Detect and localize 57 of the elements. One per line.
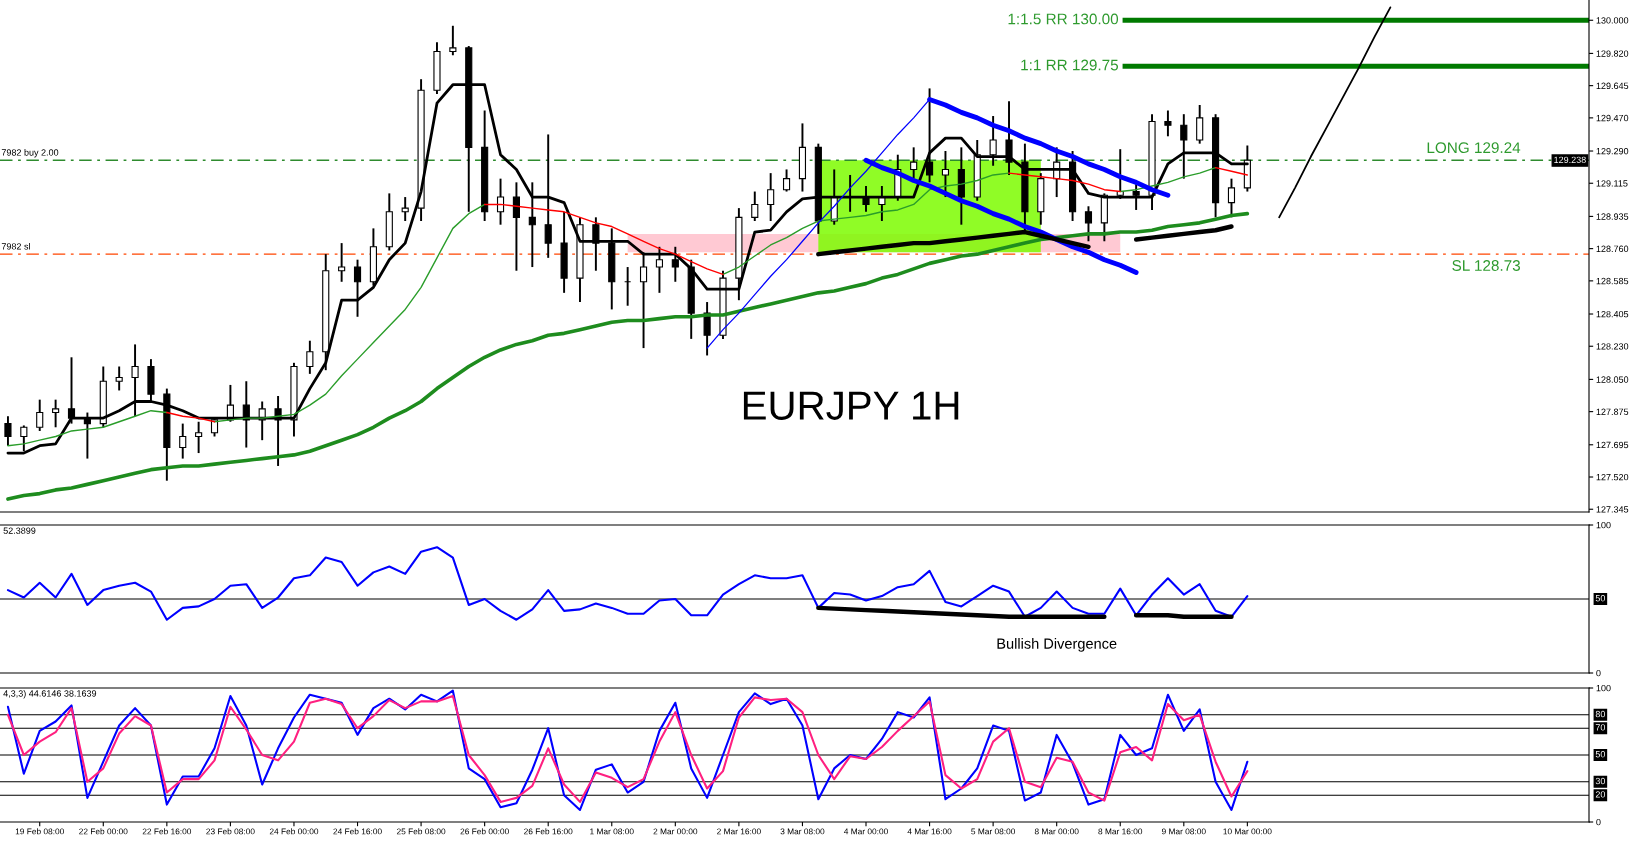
y-tick-label: 128.230 [1596,343,1629,350]
x-tick-label: 19 Feb 08:00 [15,828,64,835]
y-tick-label: 128.585 [1596,277,1629,285]
y-tick-label: 127.345 [1596,506,1629,513]
x-tick-label: 26 Feb 16:00 [524,828,573,835]
x-tick-label: 8 Mar 00:00 [1034,828,1079,835]
y-tick-label: 127.520 [1596,473,1629,481]
x-tick-label: 10 Mar 00:00 [1223,828,1272,835]
ref-line-label: 50 [1595,595,1606,602]
annotation: 7982 buy 2.00 [1,149,59,158]
y-tick-label: 100 [1596,521,1611,529]
ref-line-label: 50 [1595,751,1606,758]
x-tick-label: 26 Feb 00:00 [460,828,509,835]
y-tick-label: 128.935 [1596,213,1629,220]
ref-line-label: 1:1 RR 129.75 [1021,59,1119,71]
x-tick-label: 5 Mar 08:00 [971,828,1016,835]
y-tick-label: 100 [1596,684,1611,692]
ref-line-label: 20 [1595,791,1606,798]
y-tick-label: 0 [1596,818,1601,826]
y-tick-label: 129.820 [1596,50,1629,57]
ref-line-label: 70 [1595,724,1606,731]
y-tick-label: 0 [1596,669,1601,677]
x-tick-label: 3 Mar 08:00 [780,828,825,835]
x-tick-label: 4 Mar 00:00 [843,828,888,835]
y-tick-label: 128.405 [1596,310,1629,318]
y-tick-label: 129.645 [1596,82,1629,89]
x-tick-label: 4 Mar 16:00 [907,828,952,835]
y-tick-label: 127.875 [1596,408,1629,415]
x-tick-label: 22 Feb 16:00 [142,828,192,835]
ref-line-label: 30 [1595,777,1606,785]
annotation: Bullish Divergence [997,638,1117,652]
y-tick-label: 128.760 [1596,245,1629,252]
y-tick-label: 128.050 [1596,376,1629,383]
x-tick-label: 25 Feb 08:00 [396,828,446,835]
annotation: 52.3899 [3,527,36,534]
x-tick-label: 24 Feb 16:00 [333,828,382,835]
y-tick-label: 129.290 [1596,147,1629,155]
text: EURJPY 1H [743,391,959,420]
annotation: 129.238 [1554,156,1586,164]
ref-line-label: 80 [1595,710,1606,718]
y-tick-label: 127.695 [1596,441,1629,449]
annotation: 7982 sl [1,242,30,250]
y-tick-label: 129.470 [1596,114,1629,122]
y-tick-label: 130.000 [1596,17,1629,24]
x-tick-label: 24 Feb 00:00 [269,828,319,835]
x-tick-label: 9 Mar 08:00 [1161,828,1206,835]
ref-line-label: SL 128.73 [1452,260,1521,271]
annotation: 4,3,3) 44.6146 38.1639 [3,690,97,699]
x-tick-label: 2 Mar 00:00 [653,828,698,835]
y-tick-label: 129.115 [1596,180,1628,187]
x-tick-label: 22 Feb 00:00 [79,828,128,835]
x-tick-label: 23 Feb 08:00 [206,828,255,835]
ref-line-label: LONG 129.24 [1427,142,1521,154]
x-tick-label: 8 Mar 16:00 [1098,828,1143,835]
x-tick-label: 1 Mar 08:00 [590,828,634,835]
x-tick-label: 2 Mar 16:00 [717,828,761,835]
ref-line-label: 1:1.5 RR 130.00 [1008,13,1119,25]
